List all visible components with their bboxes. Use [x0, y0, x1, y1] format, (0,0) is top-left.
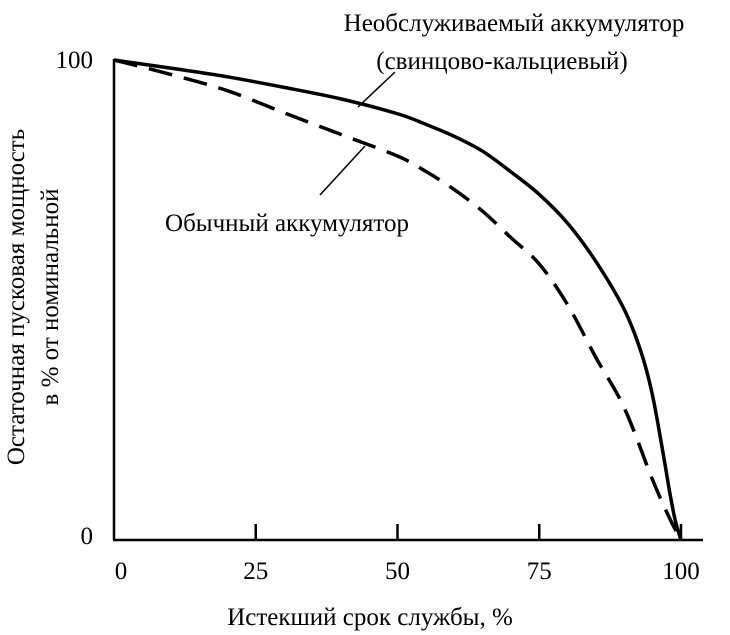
series-line-maintenance-free [113, 58, 683, 541]
x-tick-label: 100 [662, 558, 700, 585]
y-tick-label: 100 [56, 47, 94, 74]
y-axis-title-line1: Остаточная пусковая мощность [3, 129, 30, 465]
series-layer [113, 58, 683, 541]
x-tick-label: 0 [115, 558, 128, 585]
annotation-maintenance-free-line2: (свинцово-кальциевый) [376, 48, 627, 75]
y-axis-title-line2: в % от номинальной [37, 189, 64, 406]
annotation-leader-conventional [319, 145, 366, 196]
x-ticks: 0 25 50 75 100 [115, 524, 700, 585]
x-tick-label: 50 [385, 558, 410, 585]
annotation-maintenance-free-line1: Необслуживаемый аккумулятор [344, 10, 685, 37]
x-tick-label: 25 [243, 558, 268, 585]
annotation-conventional: Обычный аккумулятор [165, 210, 409, 237]
x-tick-label: 75 [527, 558, 552, 585]
series-line-conventional [113, 58, 683, 541]
y-ticks: 0 100 [56, 47, 94, 550]
x-axis-title: Истекший срок службы, % [227, 604, 513, 631]
y-tick-label: 0 [81, 523, 94, 550]
annotation-leader-maintenance-free [357, 71, 396, 108]
